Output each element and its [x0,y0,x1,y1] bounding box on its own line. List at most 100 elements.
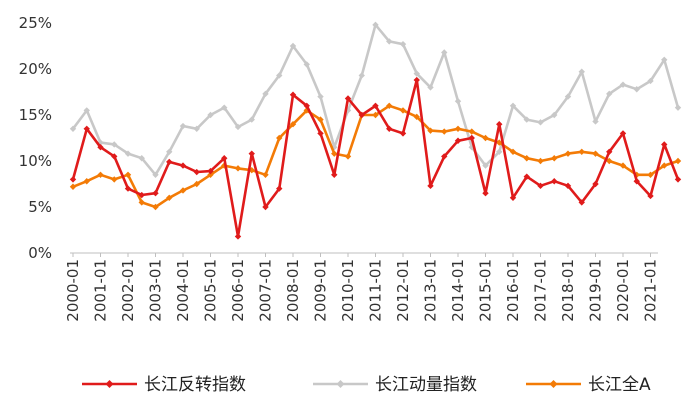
data-point [647,171,654,178]
legend-label: 长江全A [588,375,651,395]
x-tick-label: 2002-01 [119,259,137,322]
x-tick-label: 2005-01 [202,259,220,322]
data-point [234,123,242,131]
data-point [606,157,613,165]
x-tick-label: 2016-01 [504,259,522,322]
data-point [413,70,420,77]
x-tick-label: 2000-01 [64,259,82,322]
data-point [468,128,475,135]
legend-item: 长江全A [526,375,651,395]
data-point [496,121,503,128]
data-point [413,113,420,121]
data-point [413,76,420,84]
data-point [124,150,132,157]
data-point [537,182,544,190]
x-tick-label: 2007-01 [257,259,275,322]
y-tick-label: 0% [28,244,52,262]
data-point [276,185,283,192]
data-point [303,102,310,109]
data-point [207,111,214,119]
data-point [454,137,462,144]
data-point [578,68,585,75]
x-tick-label: 2003-01 [147,259,165,322]
data-point [674,104,682,111]
data-point [179,122,187,130]
data-point [468,134,475,142]
data-point [111,176,118,183]
data-point [551,111,558,119]
data-point [179,162,187,169]
data-point [647,192,654,200]
data-point [179,187,187,194]
y-tick-label: 10% [19,152,52,170]
data-point [221,104,228,111]
data-point [193,168,200,176]
x-tick-label: 2018-01 [559,259,577,322]
series-2 [69,102,682,211]
x-tick-label: 2009-01 [312,259,330,322]
data-point [647,77,654,85]
legend-swatch-marker [105,380,114,388]
x-tick-label: 2019-01 [587,259,605,322]
data-point [454,125,462,132]
x-tick-label: 2017-01 [532,259,550,322]
data-point [606,148,613,155]
x-tick-label: 2013-01 [422,259,440,322]
data-point [509,102,517,109]
data-point [537,157,544,165]
data-point [606,90,613,98]
data-point [399,107,407,114]
data-point [138,155,145,162]
data-point [221,155,228,162]
data-point [427,182,434,190]
data-point [69,125,77,132]
data-point [207,171,214,178]
data-point [111,141,118,148]
series-line [72,104,679,209]
data-point [248,116,255,123]
data-point [97,144,104,151]
data-point [386,38,393,45]
x-tick-label: 2021-01 [642,259,660,322]
data-point [537,119,544,126]
data-point [234,233,242,240]
data-point [193,125,200,132]
data-point [289,42,297,50]
data-point [427,84,434,91]
legend-label: 长江反转指数 [144,375,246,395]
data-point [509,148,517,155]
data-point [303,107,310,114]
data-point [276,72,283,79]
data-point [152,203,159,211]
data-point [372,102,379,109]
data-point [344,153,352,160]
data-point [661,56,668,63]
x-axis-ticks: 2000-01 2001-01 2002-01 2003-01 2004-01 2005-… [64,253,660,322]
data-point [124,171,132,178]
data-point [69,176,77,183]
y-axis-ticks: 0% 5% 10% 15% 20% 25% [19,14,52,262]
data-point [592,150,599,157]
data-point [358,72,365,79]
data-point [564,93,572,100]
data-point [674,176,682,183]
data-point [399,40,407,48]
data-point [248,150,255,157]
data-point [578,199,585,206]
data-point [97,171,104,178]
data-point [69,183,77,190]
data-point [83,125,90,132]
data-point [399,130,407,137]
data-point [564,150,572,157]
legend: 长江反转指数 长江动量指数 长江全A [82,375,651,395]
y-tick-label: 20% [19,60,52,78]
data-point [276,134,283,142]
data-point [138,191,145,199]
data-point [303,61,310,68]
data-point [317,93,324,100]
data-point [523,116,530,123]
data-point [207,167,214,175]
data-point [83,107,90,114]
data-point [344,95,352,102]
